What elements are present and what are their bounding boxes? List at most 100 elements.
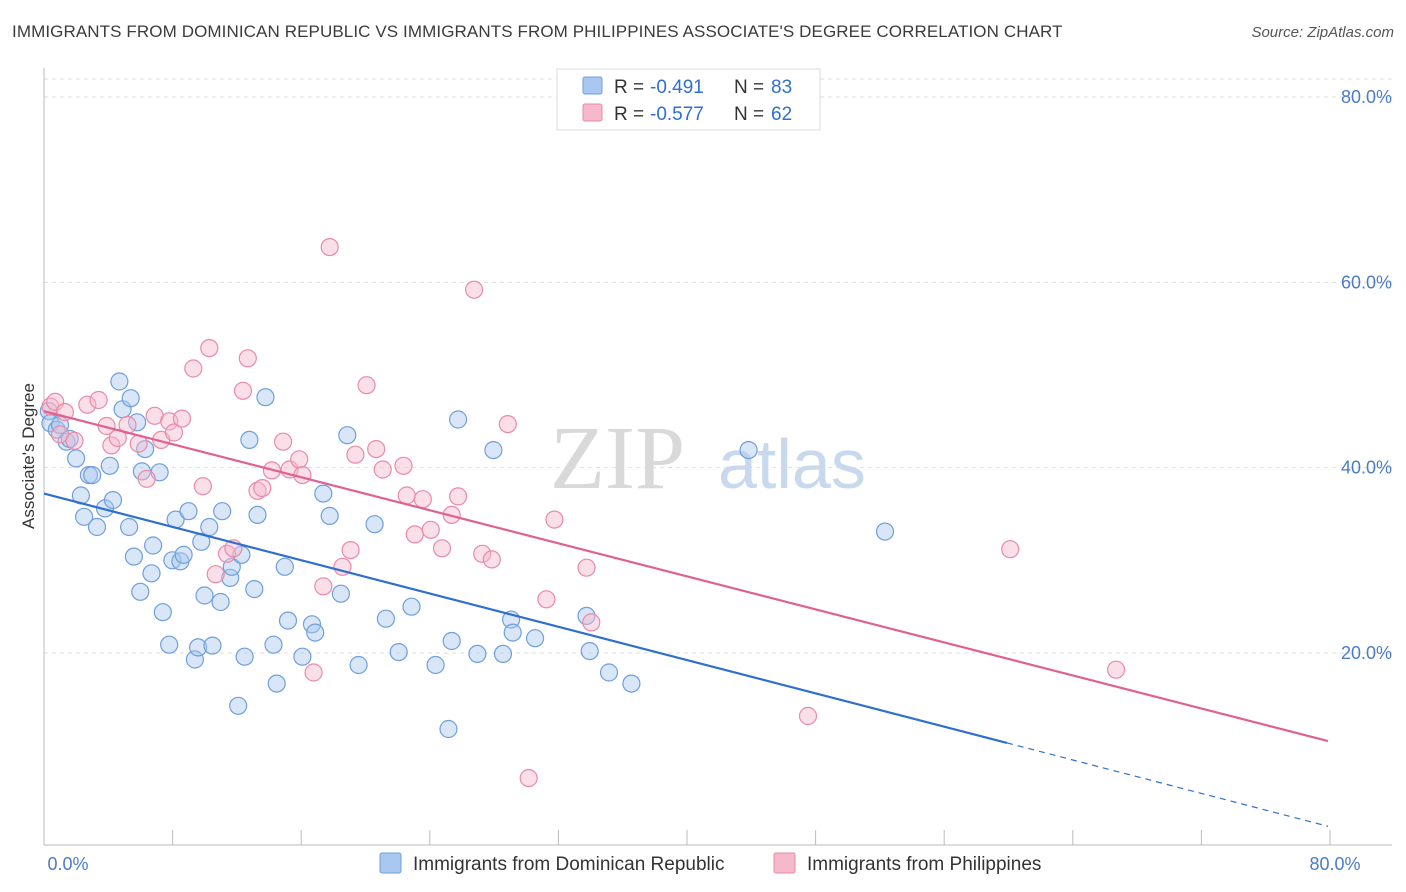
point-dominican-republic	[83, 466, 102, 485]
series-legend: Immigrants from Dominican Republic Immig…	[379, 852, 1041, 875]
point-philippines	[465, 280, 484, 299]
watermark-zip: ZIP	[550, 409, 685, 508]
point-dominican-republic	[278, 611, 298, 630]
point-dominican-republic	[200, 517, 219, 537]
point-dominican-republic	[153, 603, 172, 622]
y-tick-label: 80.0%	[1341, 87, 1392, 107]
point-philippines	[200, 339, 219, 358]
point-dominican-republic	[103, 491, 123, 510]
point-dominican-republic	[174, 545, 193, 564]
point-dominican-republic	[468, 644, 487, 664]
point-philippines	[253, 479, 272, 498]
watermark-atlas: atlas	[718, 425, 866, 503]
point-dominican-republic	[87, 517, 107, 537]
point-philippines	[798, 706, 818, 726]
point-dominican-republic	[389, 642, 408, 662]
point-philippines	[582, 613, 601, 632]
point-dominican-republic	[267, 674, 286, 693]
y-tick-label: 40.0%	[1341, 458, 1392, 478]
trend-lines	[43, 410, 1329, 827]
y-tick-label: 60.0%	[1341, 272, 1392, 292]
point-philippines	[421, 520, 440, 539]
point-philippines	[184, 359, 203, 378]
series-dominican-republic-points	[39, 372, 895, 739]
x-axis-ticks	[43, 830, 1331, 845]
point-dominican-republic	[493, 644, 513, 664]
bottom-legend-swatch-pink	[773, 852, 796, 874]
point-philippines	[1106, 660, 1126, 679]
point-philippines	[357, 376, 376, 395]
point-philippines	[394, 456, 413, 475]
point-philippines	[519, 768, 538, 788]
x-tick-label-min: 0.0%	[47, 854, 88, 874]
point-dominican-republic	[142, 564, 161, 583]
y-tick-label: 20.0%	[1341, 643, 1392, 663]
series-philippines-points	[41, 238, 1126, 788]
point-dominican-republic	[195, 586, 214, 605]
point-philippines	[290, 450, 309, 469]
point-dominican-republic	[426, 655, 445, 675]
legend-r-value-1: -0.491	[650, 77, 704, 98]
legend-n-value-2: 62	[771, 104, 792, 125]
point-dominican-republic	[179, 502, 198, 521]
point-philippines	[367, 440, 386, 459]
legend-n-value-1: 83	[771, 77, 792, 98]
point-philippines	[78, 395, 97, 414]
point-dominican-republic	[131, 582, 150, 601]
point-dominican-republic	[121, 389, 140, 408]
point-dominican-republic	[484, 441, 503, 460]
legend-r-label-1: R =	[614, 77, 644, 98]
point-philippines	[545, 510, 564, 529]
point-dominican-republic	[331, 584, 350, 603]
bottom-legend-label-dominican: Immigrants from Dominican Republic	[413, 854, 725, 875]
point-dominican-republic	[320, 506, 339, 526]
point-dominican-republic	[599, 663, 619, 682]
point-dominican-republic	[739, 441, 758, 460]
point-dominican-republic	[245, 579, 264, 599]
legend-r-label-2: R =	[614, 104, 644, 125]
point-dominican-republic	[203, 636, 222, 655]
point-philippines	[206, 565, 225, 584]
point-philippines	[498, 415, 517, 434]
point-dominican-republic	[525, 629, 545, 648]
point-dominican-republic	[248, 505, 267, 525]
point-dominican-republic	[275, 557, 294, 576]
point-philippines	[432, 539, 452, 558]
point-philippines	[172, 409, 192, 428]
watermark: ZIP atlas	[550, 409, 866, 508]
point-philippines	[577, 558, 596, 577]
point-philippines	[473, 544, 492, 563]
point-philippines	[373, 460, 392, 479]
point-dominican-republic	[622, 674, 641, 693]
legend-swatch-blue	[582, 76, 603, 95]
point-dominican-republic	[442, 631, 461, 651]
point-dominican-republic	[211, 592, 230, 612]
point-dominican-republic	[120, 517, 139, 537]
point-dominican-republic	[580, 641, 599, 661]
point-dominican-republic	[875, 522, 895, 541]
point-philippines	[274, 432, 293, 451]
y-tick-labels: 20.0% 40.0% 60.0% 80.0%	[1341, 87, 1392, 663]
point-philippines	[102, 436, 121, 455]
point-philippines	[537, 590, 556, 609]
bottom-legend-label-philippines: Immigrants from Philippines	[807, 854, 1041, 875]
axes	[43, 68, 1392, 846]
point-philippines	[397, 486, 416, 505]
point-philippines	[320, 238, 339, 257]
x-tick-label-max: 80.0%	[1309, 854, 1360, 874]
point-dominican-republic	[100, 456, 119, 475]
point-dominican-republic	[349, 655, 368, 675]
point-philippines	[341, 540, 360, 560]
point-dominican-republic	[160, 635, 179, 654]
point-philippines	[65, 431, 84, 450]
point-dominican-republic	[240, 430, 259, 449]
point-philippines	[89, 390, 108, 410]
point-dominican-republic	[74, 507, 94, 526]
point-dominican-republic	[264, 635, 283, 654]
trendline-dominican-republic	[43, 492, 1008, 744]
point-dominican-republic	[365, 515, 384, 534]
point-philippines	[482, 550, 501, 569]
point-dominican-republic	[449, 410, 468, 429]
trendline-dominican-republic-extension	[1006, 742, 1329, 827]
